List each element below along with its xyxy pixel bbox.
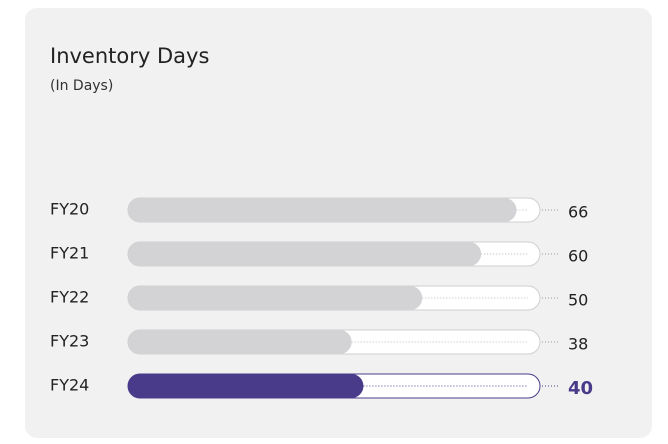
- category-label: FY23: [50, 332, 89, 351]
- category-label: FY24: [50, 376, 89, 395]
- bar: [128, 242, 482, 266]
- chart-subtitle: (In Days): [50, 78, 113, 94]
- category-label: FY22: [50, 288, 89, 307]
- value-label: 40: [568, 378, 593, 399]
- bar: [128, 198, 517, 222]
- bar: [128, 374, 364, 398]
- value-label: 38: [568, 335, 588, 354]
- value-label: 50: [568, 291, 588, 310]
- bar: [128, 330, 352, 354]
- bar: [128, 286, 423, 310]
- category-label: FY20: [50, 200, 89, 219]
- chart-title: Inventory Days: [50, 44, 209, 68]
- value-label: 66: [568, 203, 588, 222]
- category-label: FY21: [50, 244, 89, 263]
- value-label: 60: [568, 247, 588, 266]
